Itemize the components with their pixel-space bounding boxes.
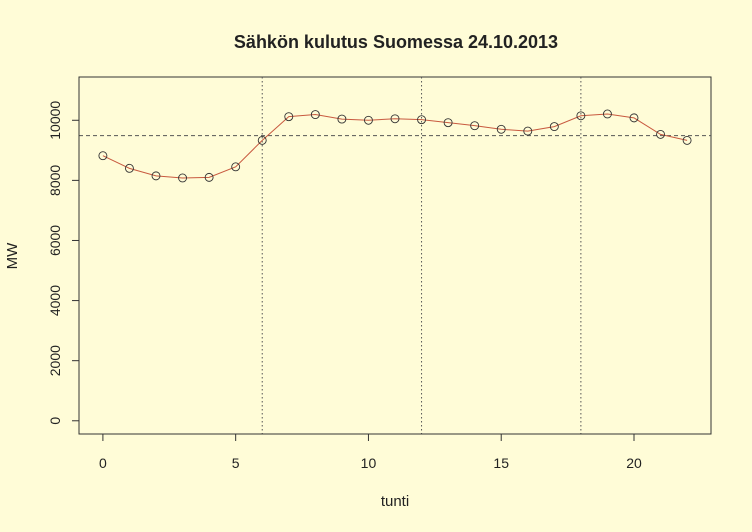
data-point xyxy=(257,135,267,145)
data-points xyxy=(98,109,692,183)
x-tick-label: 5 xyxy=(232,455,240,471)
y-tick-label: 2000 xyxy=(47,345,63,376)
data-point xyxy=(523,126,533,136)
data-point xyxy=(443,118,453,128)
data-point xyxy=(284,112,294,122)
chart-title: Sähkön kulutus Suomessa 24.10.2013 xyxy=(234,32,558,52)
y-axis: 0 2000 4000 6000 8000 10000 xyxy=(47,101,80,425)
y-tick-label: 10000 xyxy=(47,101,63,140)
x-tick-label: 20 xyxy=(626,455,642,471)
data-point xyxy=(682,135,692,145)
data-point xyxy=(204,172,214,182)
x-axis-label: tunti xyxy=(381,493,409,510)
x-tick-label: 0 xyxy=(99,455,107,471)
data-point xyxy=(178,173,188,183)
x-tick-label: 10 xyxy=(361,455,377,471)
y-tick-label: 6000 xyxy=(47,225,63,256)
data-point xyxy=(656,129,665,139)
y-tick-label: 0 xyxy=(47,417,63,425)
data-point xyxy=(390,114,400,124)
data-point xyxy=(417,115,427,125)
data-point xyxy=(98,151,108,161)
data-point xyxy=(337,114,347,124)
data-point xyxy=(602,109,612,119)
data-point xyxy=(496,124,506,134)
x-axis: 0 5 10 15 20 xyxy=(99,433,642,471)
data-point xyxy=(363,115,373,125)
data-point xyxy=(231,162,241,172)
data-point xyxy=(151,171,161,181)
y-axis-label: MW xyxy=(4,242,21,269)
reference-lines xyxy=(79,77,711,434)
y-tick-label: 4000 xyxy=(47,285,63,316)
data-point xyxy=(629,113,639,123)
y-tick-label: 8000 xyxy=(47,165,63,196)
series-line xyxy=(102,113,688,179)
x-tick-label: 15 xyxy=(493,455,509,471)
data-point xyxy=(125,163,134,173)
data-point xyxy=(310,110,320,120)
data-point xyxy=(470,121,480,131)
data-point xyxy=(549,122,559,132)
data-point xyxy=(576,111,586,121)
series-line-group xyxy=(102,113,688,179)
